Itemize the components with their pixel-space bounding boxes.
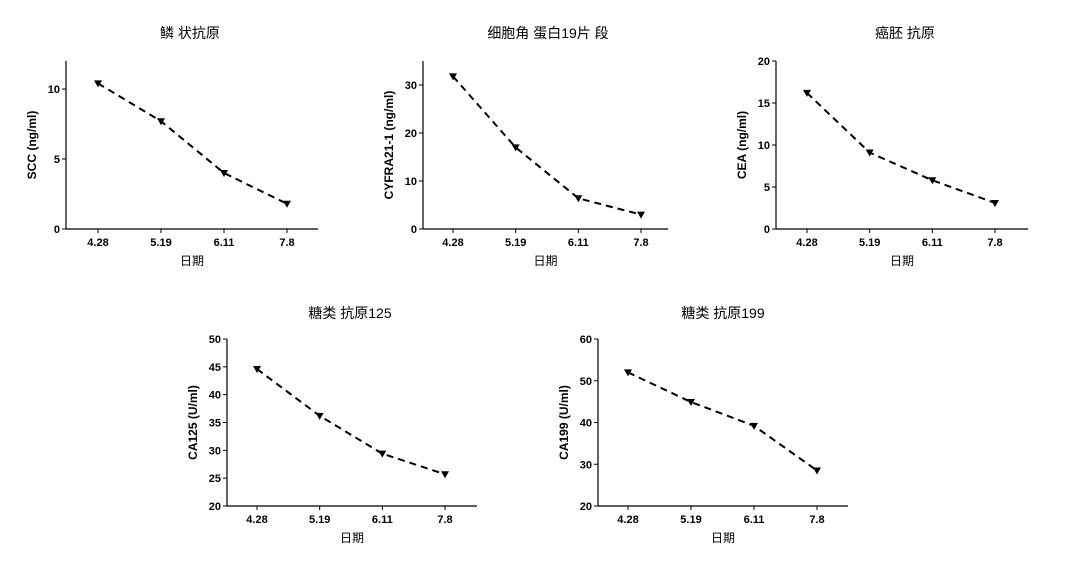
- y-tick-label: 0: [764, 224, 770, 236]
- series-line: [806, 92, 996, 204]
- data-point-marker: [624, 369, 632, 377]
- x-tick-label: 6.11: [372, 514, 393, 526]
- x-tick-label: 4.28: [617, 514, 638, 526]
- x-tick-label: 6.11: [568, 237, 589, 249]
- chart-title: 糖类 抗原125: [308, 305, 391, 321]
- data-point-marker: [94, 80, 102, 88]
- x-tick-label: 5.19: [309, 514, 330, 526]
- y-tick-label: 20: [580, 501, 592, 513]
- data-point-marker: [157, 118, 165, 126]
- series-line: [256, 368, 446, 476]
- data-point-marker: [637, 211, 645, 219]
- y-tick-label: 50: [580, 376, 592, 388]
- y-tick-label: 30: [580, 459, 592, 471]
- data-point-marker: [511, 144, 520, 152]
- data-point-marker: [750, 422, 758, 430]
- x-tick-label: 5.19: [680, 514, 701, 526]
- y-tick-label: 0: [411, 224, 417, 236]
- data-point-marker: [220, 170, 228, 177]
- y-axis-label: CEA (ng/ml): [735, 111, 749, 179]
- data-point-marker: [865, 149, 874, 157]
- chart-panel-5: 糖类 抗原199 20 30 40 50 60 4.28 5.19 6.11 7.8 日期 CA199…: [557, 305, 848, 545]
- data-point-marker: [441, 471, 449, 479]
- data-point-marker: [991, 199, 999, 207]
- x-tick-label: 6.11: [744, 514, 765, 526]
- y-axis-label: SCC (ng/ml): [25, 111, 39, 180]
- x-tick-label: 7.8: [809, 514, 824, 526]
- x-axis-label: 日期: [340, 531, 364, 545]
- series-line: [452, 75, 642, 216]
- y-tick-label: 20: [209, 501, 221, 513]
- y-tick-label: 40: [580, 418, 592, 430]
- chart-panel-3: 癌胚 抗原 0 5 10 15 20 4.28 5.19 6.11 7.8 日期 CEA (ng/ml…: [735, 25, 1028, 268]
- x-tick-label: 7.8: [437, 514, 452, 526]
- y-tick-label: 30: [209, 445, 221, 457]
- x-tick-label: 5.19: [505, 237, 526, 249]
- y-tick-label: 5: [54, 154, 60, 166]
- data-point-marker: [803, 89, 811, 97]
- y-tick-label: 50: [209, 334, 221, 346]
- y-tick-label: 20: [405, 128, 417, 140]
- y-axis-label: CYFRA21-1 (ng/ml): [382, 91, 396, 200]
- data-point-marker: [378, 450, 387, 458]
- x-axis-label: 日期: [711, 531, 735, 545]
- series-line: [627, 371, 818, 472]
- y-tick-label: 10: [48, 84, 60, 96]
- data-point-marker: [928, 177, 937, 185]
- chart-panel-2: 细胞角 蛋白19片 段 0 10 20 30 4.28 5.19 6.11 7.8 日期 CYFRA…: [382, 25, 668, 268]
- x-axis-label: 日期: [180, 254, 204, 268]
- x-tick-label: 4.28: [87, 237, 108, 249]
- x-tick-label: 4.28: [246, 514, 267, 526]
- x-tick-label: 5.19: [859, 237, 880, 249]
- data-point-marker: [315, 412, 324, 420]
- x-tick-label: 7.8: [633, 237, 648, 249]
- data-point-marker: [253, 366, 261, 374]
- chart-title: 癌胚 抗原: [875, 25, 935, 41]
- y-tick-label: 10: [758, 140, 770, 152]
- x-tick-label: 4.28: [442, 237, 463, 249]
- y-tick-label: 20: [758, 56, 770, 68]
- y-tick-label: 25: [209, 473, 221, 485]
- series-line: [97, 82, 288, 205]
- chart-title: 细胞角 蛋白19片 段: [487, 25, 608, 41]
- y-tick-label: 0: [54, 224, 60, 236]
- y-tick-label: 15: [758, 98, 770, 110]
- y-tick-label: 35: [209, 418, 221, 430]
- chart-title: 糖类 抗原199: [681, 305, 764, 321]
- y-tick-label: 30: [405, 80, 417, 92]
- y-axis-label: CA199 (U/ml): [557, 385, 571, 460]
- data-point-marker: [574, 195, 583, 203]
- chart-title: 鳞 状抗原: [160, 25, 220, 41]
- data-point-marker: [813, 467, 821, 475]
- y-tick-label: 60: [580, 334, 592, 346]
- x-tick-label: 7.8: [987, 237, 1002, 249]
- x-tick-label: 6.11: [214, 237, 235, 249]
- y-tick-label: 5: [764, 182, 770, 194]
- chart-panel-1: 鳞 状抗原 0 5 10 4.28 5.19 6.11 7.8 日期 SCC (ng/ml): [25, 25, 318, 268]
- data-point-marker: [283, 200, 291, 208]
- y-tick-label: 45: [209, 362, 221, 374]
- y-tick-label: 40: [209, 390, 221, 402]
- y-axis-label: CA125 (U/ml): [186, 385, 200, 460]
- x-axis-label: 日期: [533, 254, 557, 268]
- data-point-marker: [687, 399, 695, 407]
- x-tick-label: 6.11: [922, 237, 943, 249]
- data-point-marker: [449, 73, 457, 81]
- x-axis-label: 日期: [890, 254, 914, 268]
- x-tick-label: 5.19: [150, 237, 171, 249]
- y-tick-label: 10: [405, 176, 417, 188]
- chart-panel-4: 糖类 抗原125 20 25 30 35 40 45 50 4.28 5.19 6.11 7.8 日期 C…: [186, 305, 477, 545]
- x-tick-label: 7.8: [279, 237, 294, 249]
- x-tick-label: 4.28: [796, 237, 817, 249]
